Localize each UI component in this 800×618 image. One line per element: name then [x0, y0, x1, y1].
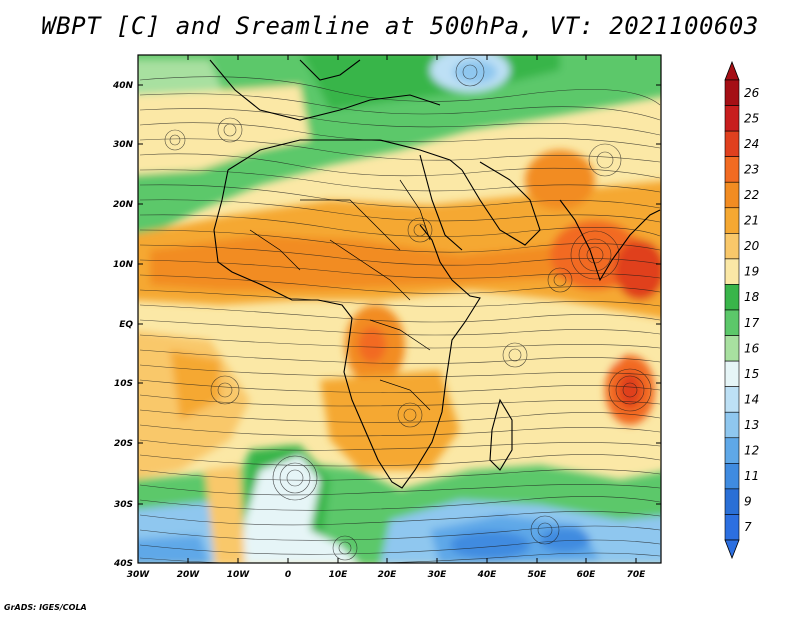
colorbar-swatch [724, 79, 740, 106]
lat-label: 10S [114, 379, 133, 389]
colorbar-label: 13 [744, 418, 759, 432]
lon-label: 50E [528, 570, 548, 580]
colorbar-label: 22 [744, 188, 759, 202]
colorbar-label: 24 [744, 137, 759, 151]
streamlines [139, 57, 661, 563]
colorbar-swatch [724, 207, 740, 234]
colorbar-label: 18 [744, 290, 760, 304]
colorbar-label: 11 [744, 469, 759, 483]
lat-label: 10N [113, 260, 134, 270]
colorbar-swatch [724, 105, 740, 132]
colorbar-label: 19 [744, 265, 759, 279]
colorbar-swatch [724, 386, 740, 413]
page-title: WBPT [C] and Sreamline at 500hPa, VT: 20… [41, 12, 759, 40]
colorbar-label: 7 [744, 520, 752, 534]
colorbar-label: 20 [744, 239, 760, 253]
colorbar-max-arrow [724, 60, 740, 81]
lon-label: 10W [227, 570, 251, 580]
colorbar: 26 25 24 23 22 21 20 19 18 17 16 15 14 13 12 11 9 7 [724, 60, 760, 560]
colorbar-label: 15 [744, 367, 759, 381]
colorbar-label: 25 [744, 111, 759, 125]
colorbar-swatch [724, 514, 740, 541]
lon-label: 20W [177, 570, 201, 580]
lon-label: 70E [627, 570, 647, 580]
lat-label: EQ [119, 320, 133, 330]
colorbar-swatch [724, 437, 740, 464]
colorbar-swatch [724, 488, 740, 515]
colorbar-swatch [724, 309, 740, 336]
map-frame [137, 54, 662, 564]
lat-label: 40N [112, 81, 134, 91]
colorbar-swatch [724, 156, 740, 183]
colorbar-swatch [724, 258, 740, 285]
lon-label: 60E [577, 570, 597, 580]
lat-label: 30N [113, 140, 134, 150]
colorbar-swatch [724, 233, 740, 260]
colorbar-label: 14 [744, 392, 759, 406]
colorbar-swatch [724, 181, 740, 209]
colorbar-swatch [724, 284, 740, 311]
lon-label: 40E [477, 570, 498, 580]
colorbar-swatch [724, 411, 740, 439]
colorbar-label: 16 [744, 341, 760, 355]
lon-label: 30E [428, 570, 448, 580]
colorbar-swatch [724, 335, 740, 362]
lon-label: 0 [285, 570, 291, 580]
colorbar-label: 9 [744, 495, 752, 509]
wbpt-field [138, 55, 661, 563]
lat-label: 20S [114, 439, 133, 449]
colorbar-swatch [724, 463, 740, 490]
lon-label: 10E [329, 570, 349, 580]
colorbar-label: 26 [744, 86, 760, 100]
colorbar-label: 23 [744, 162, 759, 176]
lat-label: 40S [113, 559, 133, 569]
footer-credit: GrADS: IGES/COLA [4, 603, 87, 612]
colorbar-min-arrow [724, 539, 740, 560]
coastlines [209, 59, 661, 489]
colorbar-label: 17 [744, 316, 760, 330]
lon-axis: 30W 20W 10W 0 10E 20E 30E 40E 50E 60E 70… [127, 55, 646, 580]
lon-label: 20E [378, 570, 398, 580]
colorbar-label: 21 [744, 214, 759, 228]
colorbar-swatch [724, 130, 740, 157]
colorbar-label: 12 [744, 444, 759, 458]
lat-label: 30S [114, 500, 133, 510]
colorbar-swatch [724, 360, 740, 387]
lat-axis: 40N 30N 20N 10N EQ 10S 20S 30S 40S [112, 81, 661, 569]
lon-label: 30W [127, 570, 151, 580]
lat-label: 20N [113, 200, 134, 210]
